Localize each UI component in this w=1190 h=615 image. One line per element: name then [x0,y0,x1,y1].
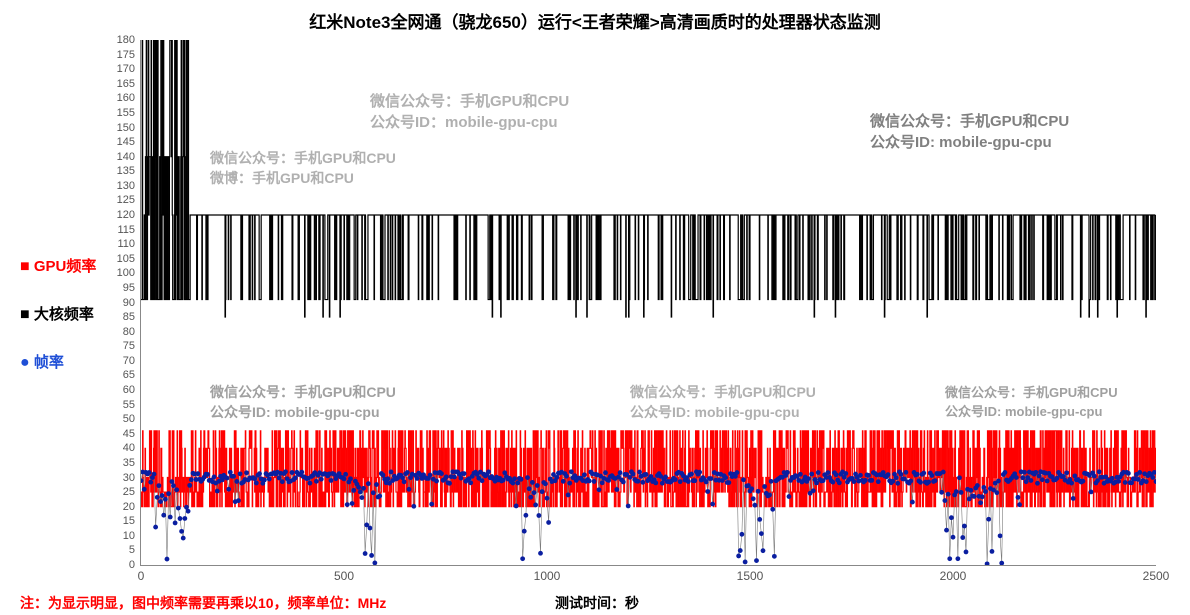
footnote-left: 注：为显示明显，图中频率需要再乘以10，频率单位：MHz [20,593,386,613]
ytick: 60 [123,384,141,396]
plot-area: 0510152025303540455055606570758085909510… [140,40,1156,566]
ytick: 35 [123,457,141,469]
ytick: 25 [123,486,141,498]
ytick: 100 [117,267,141,279]
xtick: 0 [138,565,145,583]
ytick: 80 [123,326,141,338]
ytick: 145 [117,136,141,148]
legend-gpu-marker: ■ [20,258,30,275]
ytick: 120 [117,209,141,221]
legend-fps-label: 帧率 [34,354,64,371]
footnote-right: 测试时间：秒 [555,593,639,613]
ytick: 75 [123,340,141,352]
ytick: 175 [117,49,141,61]
ytick: 85 [123,311,141,323]
legend-fps: ● 帧率 [20,351,64,372]
ytick: 160 [117,92,141,104]
ytick: 5 [129,544,141,556]
xtick: 2000 [940,565,967,583]
legend-gpu: ■ GPU频率 [20,255,96,276]
ytick: 130 [117,180,141,192]
ytick: 40 [123,442,141,454]
chart-title: 红米Note3全网通（骁龙650）运行<王者荣耀>高清画质时的处理器状态监测 [0,8,1190,33]
ytick: 170 [117,63,141,75]
ytick: 140 [117,151,141,163]
series-big [141,40,1156,317]
plot-svg [141,40,1156,565]
ytick: 110 [117,238,141,250]
ytick: 20 [123,501,141,513]
legend-fps-marker: ● [20,354,30,371]
ytick: 165 [117,78,141,90]
ytick: 65 [123,369,141,381]
series-gpu [141,431,1156,507]
ytick: 45 [123,428,141,440]
ytick: 105 [117,253,141,265]
ytick: 70 [123,355,141,367]
ytick: 10 [123,530,141,542]
legend-big-marker: ■ [20,306,30,323]
ytick: 180 [117,34,141,46]
ytick: 135 [117,165,141,177]
ytick: 95 [123,282,141,294]
xtick: 2500 [1143,565,1170,583]
legend-big: ■ 大核频率 [20,303,94,324]
ytick: 50 [123,413,141,425]
ytick: 30 [123,472,141,484]
legend-big-label: 大核频率 [34,306,94,323]
ytick: 155 [117,107,141,119]
xtick: 1000 [534,565,561,583]
ytick: 125 [117,194,141,206]
ytick: 150 [117,122,141,134]
chart-container: 红米Note3全网通（骁龙650）运行<王者荣耀>高清画质时的处理器状态监测 ■… [0,0,1190,615]
ytick: 55 [123,399,141,411]
ytick: 15 [123,515,141,527]
xtick: 1500 [737,565,764,583]
ytick: 115 [117,224,141,236]
legend-gpu-label: GPU频率 [34,258,97,275]
ytick: 90 [123,297,141,309]
xtick: 500 [334,565,354,583]
